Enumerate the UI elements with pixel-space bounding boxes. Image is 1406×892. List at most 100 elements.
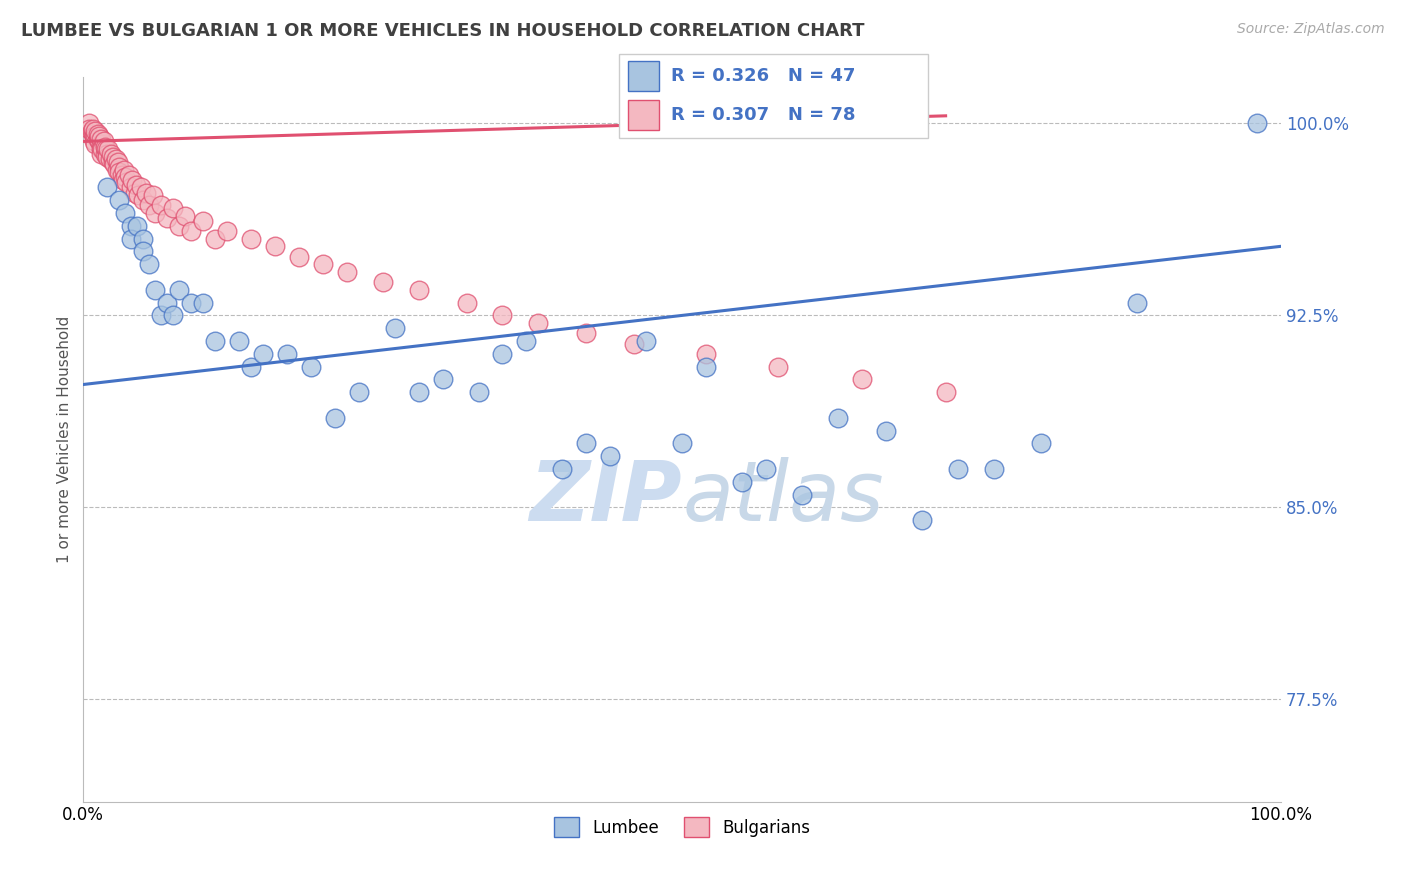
Point <box>77 116 100 130</box>
Point <box>111 173 134 187</box>
Point <box>120 180 142 194</box>
Point <box>491 347 513 361</box>
Point <box>124 186 146 200</box>
Point <box>142 188 165 202</box>
Point <box>623 336 645 351</box>
Point <box>527 316 550 330</box>
Point <box>156 295 179 310</box>
Point <box>180 295 202 310</box>
Point <box>96 180 118 194</box>
Point <box>432 372 454 386</box>
Point <box>132 244 155 259</box>
Point <box>82 121 104 136</box>
Point <box>115 175 138 189</box>
Point <box>96 150 118 164</box>
Point <box>239 359 262 374</box>
Point <box>98 153 121 167</box>
Point <box>96 147 118 161</box>
Point <box>86 127 108 141</box>
Text: Source: ZipAtlas.com: Source: ZipAtlas.com <box>1237 22 1385 37</box>
Point <box>87 129 110 144</box>
Point <box>108 165 131 179</box>
Point <box>97 142 120 156</box>
Point <box>103 150 125 164</box>
Point <box>264 239 287 253</box>
Point <box>94 142 117 156</box>
FancyBboxPatch shape <box>619 54 928 138</box>
Point <box>100 147 122 161</box>
Point <box>129 180 152 194</box>
Point <box>143 283 166 297</box>
Point <box>108 194 131 208</box>
Point <box>112 162 135 177</box>
Point <box>83 129 105 144</box>
Point <box>84 124 107 138</box>
Point <box>138 257 160 271</box>
Point <box>114 170 136 185</box>
Point <box>384 321 406 335</box>
Point <box>180 224 202 238</box>
Point <box>174 209 197 223</box>
Point <box>851 372 873 386</box>
Point <box>312 257 335 271</box>
Text: ZIP: ZIP <box>530 457 682 538</box>
Point <box>575 326 598 341</box>
Point <box>105 162 128 177</box>
Point <box>456 295 478 310</box>
Point <box>83 135 105 149</box>
Point <box>299 359 322 374</box>
Point <box>1031 436 1053 450</box>
Text: atlas: atlas <box>682 457 884 538</box>
Point <box>636 334 658 348</box>
Point <box>551 462 574 476</box>
Point <box>127 219 149 233</box>
Point <box>90 142 112 156</box>
Point <box>191 295 214 310</box>
Point <box>276 347 298 361</box>
Point <box>103 154 125 169</box>
Point <box>408 385 430 400</box>
Point <box>104 153 127 167</box>
Point <box>94 147 117 161</box>
Point <box>755 462 778 476</box>
Point <box>94 139 117 153</box>
Point <box>599 449 621 463</box>
Point <box>911 513 934 527</box>
Point <box>671 436 693 450</box>
Point <box>191 213 214 227</box>
Point <box>467 385 489 400</box>
Point <box>120 232 142 246</box>
Point <box>90 136 112 151</box>
Point <box>150 309 173 323</box>
Point <box>108 160 131 174</box>
Point <box>827 410 849 425</box>
Point <box>766 359 789 374</box>
Point <box>1246 116 1268 130</box>
Point <box>288 250 311 264</box>
Point <box>90 147 112 161</box>
Point <box>408 283 430 297</box>
Point <box>103 157 125 171</box>
Text: R = 0.326   N = 47: R = 0.326 N = 47 <box>671 68 856 86</box>
Point <box>252 347 274 361</box>
Point <box>132 232 155 246</box>
Point <box>135 186 157 200</box>
Point <box>87 135 110 149</box>
Point <box>82 127 104 141</box>
Point <box>77 121 100 136</box>
Point <box>114 206 136 220</box>
Point <box>93 135 115 149</box>
Point <box>125 178 148 192</box>
Point <box>156 211 179 226</box>
Point <box>127 188 149 202</box>
Point <box>575 436 598 450</box>
Point <box>84 136 107 151</box>
Point <box>138 198 160 212</box>
Point <box>935 385 957 400</box>
Point <box>204 232 226 246</box>
Point <box>110 168 132 182</box>
Point <box>875 424 897 438</box>
Point <box>80 124 103 138</box>
Point <box>790 487 813 501</box>
Text: LUMBEE VS BULGARIAN 1 OR MORE VEHICLES IN HOUSEHOLD CORRELATION CHART: LUMBEE VS BULGARIAN 1 OR MORE VEHICLES I… <box>21 22 865 40</box>
